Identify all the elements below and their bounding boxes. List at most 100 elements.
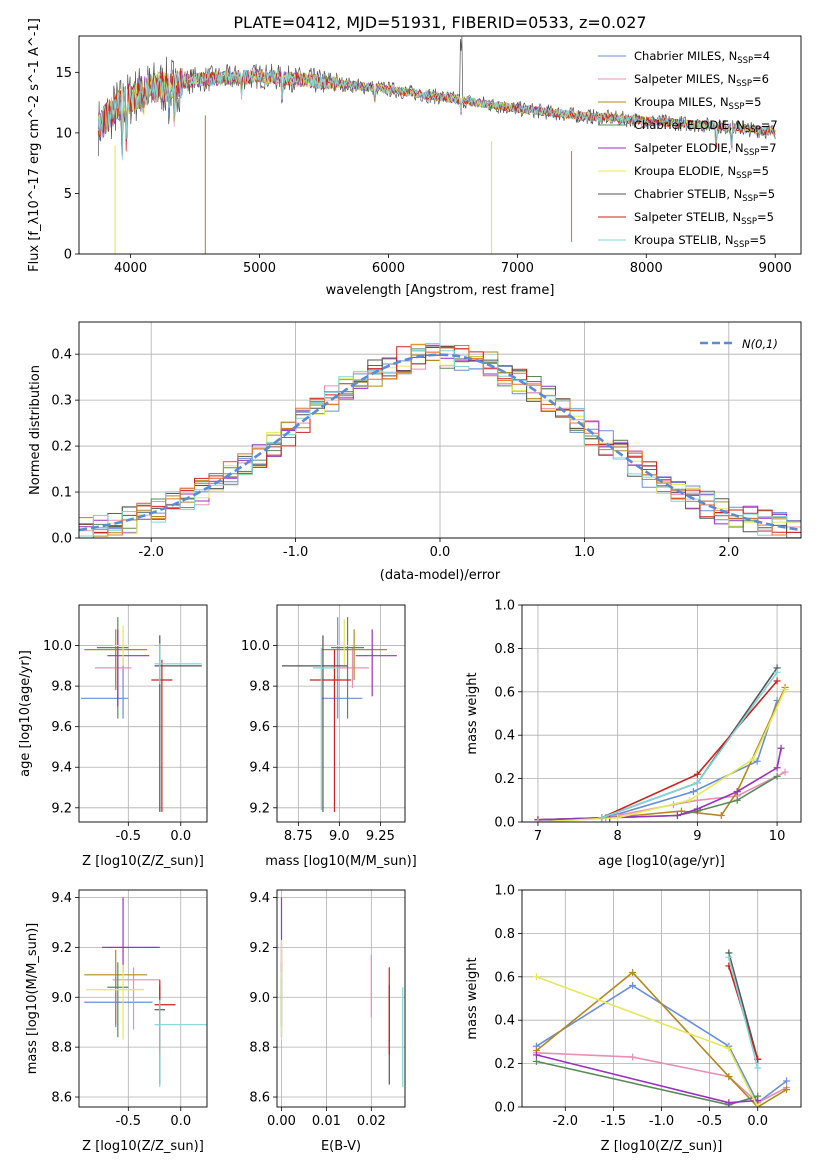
x-tick-label: -2.0 xyxy=(139,545,164,560)
data-point xyxy=(629,968,637,976)
y-tick-label: 9.2 xyxy=(51,801,72,816)
normal-curve xyxy=(79,353,801,532)
errorbar xyxy=(309,649,351,812)
y-tick-label: 9.4 xyxy=(249,761,270,776)
weight-line xyxy=(536,1054,758,1104)
y-tick-label: 0.0 xyxy=(494,816,515,831)
errorbar xyxy=(151,659,173,812)
errorbar xyxy=(154,999,207,1088)
x-tick-label: 6000 xyxy=(372,261,405,276)
data-point xyxy=(532,973,540,981)
y-axis-label: Flux [f_λ10^-17 erg cm^-2 s^-1 A^-1] xyxy=(27,18,42,272)
x-tick-label: 7 xyxy=(534,829,542,844)
x-tick-label: -0.5 xyxy=(116,1114,141,1129)
data-point xyxy=(754,1103,762,1107)
weight-line xyxy=(601,667,778,819)
y-tick-label: 0.2 xyxy=(51,440,72,455)
errorbar xyxy=(154,979,176,1055)
data-point xyxy=(725,1073,733,1081)
data-point xyxy=(773,772,781,780)
data-point xyxy=(749,755,757,763)
x-tick-label: -1.0 xyxy=(283,545,308,560)
figure-title: PLATE=0412, MJD=51931, FIBERID=0533, z=0… xyxy=(233,13,646,32)
y-axis-label: mass weight xyxy=(465,672,480,754)
data-point xyxy=(532,1051,540,1059)
data-point xyxy=(685,796,693,804)
y-tick-label: 5 xyxy=(64,187,72,202)
x-tick-label: 7000 xyxy=(501,261,534,276)
y-tick-label: 15 xyxy=(55,66,72,81)
weight-line xyxy=(536,976,759,1107)
data-point xyxy=(673,811,681,819)
y-tick-label: 9.4 xyxy=(51,891,72,906)
legend-label: Chabrier MILES, NSSP=4 xyxy=(634,49,770,66)
weight-line xyxy=(728,957,759,1069)
y-tick-label: 9.8 xyxy=(249,680,270,695)
y-tick-label: 0.3 xyxy=(51,394,72,409)
legend-label: Salpeter STELIB, NSSP=5 xyxy=(634,210,774,227)
data-point xyxy=(773,764,781,772)
legend-label: Chabrier ELODIE, NSSP=7 xyxy=(634,118,778,135)
y-tick-label: 10.0 xyxy=(241,639,270,654)
x-axis-label: Z [log10(Z/Z_sun)] xyxy=(82,854,204,869)
z_age-axes: -0.5 0.0 9.2 9.4 9.6 9.8 10.0 xyxy=(43,605,207,844)
y-tick-label: 0.2 xyxy=(494,772,515,787)
x-tick-label: -1.5 xyxy=(601,1114,626,1129)
axes-frame xyxy=(78,889,208,1108)
x-tick-label: 4000 xyxy=(114,261,147,276)
z_mass-axes: -0.5 0.0 8.6 8.8 9.0 9.2 9.4 xyxy=(51,890,207,1129)
legend-label: Salpeter ELODIE, NSSP=7 xyxy=(634,141,777,158)
y-tick-label: 9.2 xyxy=(51,941,72,956)
y-tick-label: 8.8 xyxy=(51,1041,72,1056)
legend: N(0,1) xyxy=(700,337,778,351)
data-point xyxy=(534,818,542,822)
histogram-step xyxy=(79,343,801,538)
histogram-step xyxy=(79,344,801,538)
y-axis-label: Normed distribution xyxy=(28,365,43,495)
x-tick-label: 10 xyxy=(769,829,786,844)
errorbar xyxy=(336,619,353,666)
errorbar xyxy=(313,647,338,810)
x-tick-label: 8.75 xyxy=(284,829,313,844)
x-axis-label: (data-model)/error xyxy=(380,568,501,583)
axes-frame xyxy=(78,35,802,255)
x-tick-label: 0.0 xyxy=(170,829,191,844)
y-tick-label: 10.0 xyxy=(43,639,72,654)
errorbar xyxy=(154,643,202,685)
data-point xyxy=(693,779,701,787)
y-tick-label: 0.8 xyxy=(494,642,515,657)
y-tick-label: 10 xyxy=(55,126,72,141)
errorbar xyxy=(107,629,150,707)
data-point xyxy=(781,686,789,694)
data-point xyxy=(733,796,741,804)
x-tick-label: 0.01 xyxy=(312,1114,341,1129)
x-tick-label: 9.0 xyxy=(329,829,350,844)
spectrum-axes: 4000 5000 6000 7000 8000 9000 0 5 10 15 xyxy=(55,66,791,276)
legend-label: Kroupa ELODIE, NSSP=5 xyxy=(634,164,769,181)
legend-label: Kroupa STELIB, NSSP=5 xyxy=(634,233,766,250)
x-tick-label: 9.25 xyxy=(366,829,395,844)
y-tick-label: 0.0 xyxy=(494,1101,515,1116)
x-axis-label: Z [log10(Z/Z_sun)] xyxy=(601,1139,723,1154)
axes-frame xyxy=(276,604,406,823)
axes-frame xyxy=(78,321,802,539)
x-axis-label: Z [log10(Z/Z_sun)] xyxy=(82,1139,204,1154)
errorbar xyxy=(107,962,129,1038)
spectrum-line xyxy=(97,68,776,161)
y-tick-label: 0.6 xyxy=(494,970,515,985)
legend-label: Chabrier STELIB, NSSP=5 xyxy=(634,187,775,204)
errorbar xyxy=(84,629,148,691)
weight-line xyxy=(537,687,786,821)
errorbar xyxy=(336,647,369,689)
y-tick-label: 9.2 xyxy=(249,941,270,956)
errorbar xyxy=(321,629,387,681)
x-axis-label: E(B-V) xyxy=(321,1139,361,1154)
x-tick-label: 0.02 xyxy=(357,1114,386,1129)
data-point xyxy=(783,1077,791,1085)
x-tick-label: 2.0 xyxy=(718,545,739,560)
x-axis-label: wavelength [Angstrom, rest frame] xyxy=(326,283,555,298)
histogram-step xyxy=(79,343,801,537)
x-tick-label: 0.0 xyxy=(170,1114,191,1129)
errorbar xyxy=(102,897,160,973)
data-point xyxy=(629,981,637,989)
